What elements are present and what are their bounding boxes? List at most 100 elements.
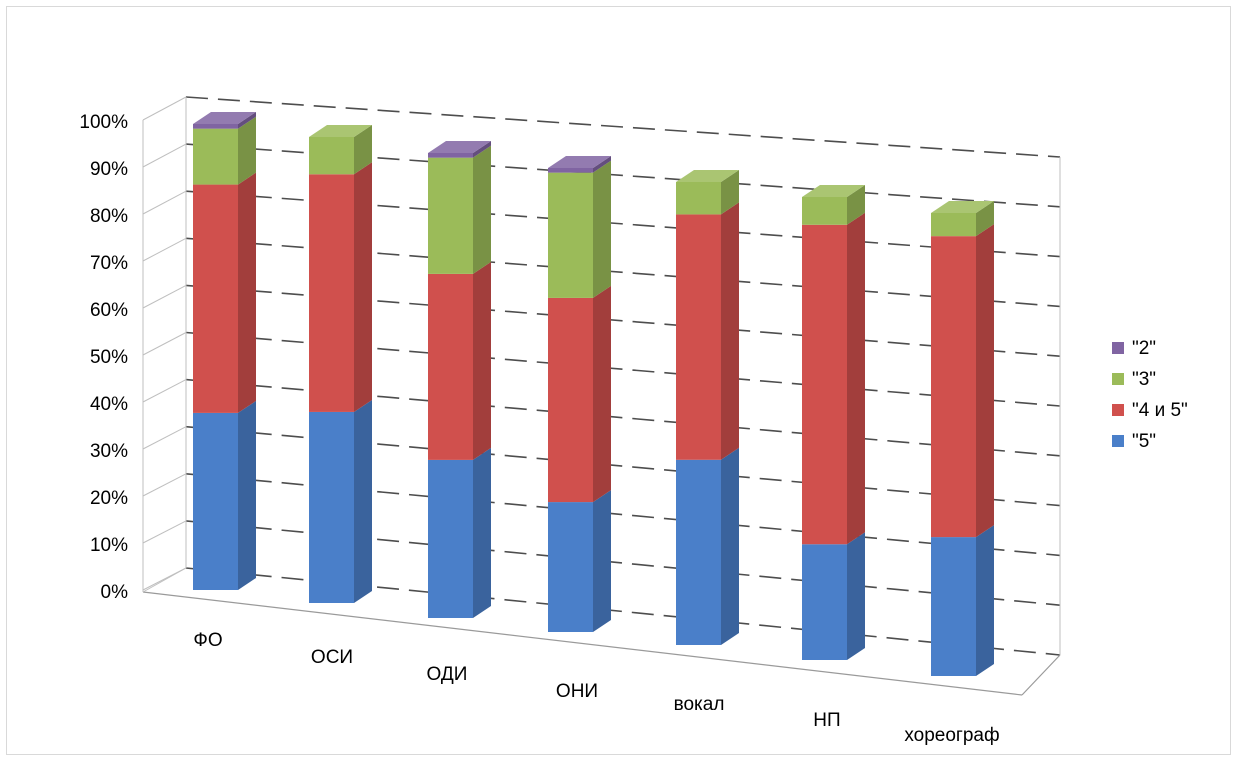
side-gridline <box>142 190 187 215</box>
legend-swatch <box>1112 435 1124 447</box>
floor-edge <box>142 591 1023 696</box>
y-tick-label: 100% <box>79 112 128 133</box>
y-tick-label: 70% <box>90 253 128 274</box>
legend-item: "5" <box>1112 431 1156 452</box>
bar-side <box>238 400 256 590</box>
bar-segment <box>309 174 354 412</box>
floor-edge-left <box>142 567 187 593</box>
bar-segment <box>931 537 976 676</box>
bar-stack <box>309 125 372 603</box>
bar-segment <box>548 297 593 503</box>
x-tick-label: хореограф <box>904 725 999 746</box>
bar-side <box>593 160 611 298</box>
legend-label: "3" <box>1132 369 1156 390</box>
bar-side <box>721 170 739 215</box>
bar-top <box>428 141 491 153</box>
bar-side <box>238 172 256 413</box>
bar-side <box>593 490 611 632</box>
y-tick-label: 40% <box>90 394 128 415</box>
bar-segment <box>548 168 593 173</box>
bar-side <box>847 185 865 225</box>
y-tick-label: 10% <box>90 535 128 556</box>
bar-segment <box>428 157 473 274</box>
side-gridline <box>142 332 187 356</box>
side-gridline <box>142 237 187 262</box>
bar-segment <box>193 128 238 185</box>
x-tick-label: ОСИ <box>311 647 353 668</box>
bar-side <box>721 202 739 460</box>
bar-side <box>847 212 865 545</box>
side-gridline <box>142 96 187 121</box>
bar-segment <box>309 137 354 175</box>
bar-top <box>676 170 739 182</box>
bar-segment <box>193 124 238 129</box>
bar-top <box>931 201 994 213</box>
bar-side <box>593 156 611 173</box>
bar-stack <box>931 201 994 676</box>
x-tick-label: вокал <box>674 694 725 715</box>
x-axis-ticks: ФО ОСИ ОДИ ОНИ вокал НП хореограф <box>193 630 999 746</box>
legend-item: "4 и 5" <box>1112 400 1188 421</box>
legend-label: "2" <box>1132 338 1156 359</box>
x-tick-label: НП <box>813 710 840 731</box>
bar-segment <box>548 172 593 298</box>
bar-segment <box>802 544 847 660</box>
y-tick-label: 20% <box>90 488 128 509</box>
y-tick-label: 50% <box>90 347 128 368</box>
bar-side <box>593 285 611 503</box>
bar-side <box>354 125 372 175</box>
bar-top <box>309 125 372 137</box>
floor-edge-right <box>1021 654 1061 696</box>
legend-swatch <box>1112 373 1124 385</box>
bar-top <box>193 112 256 124</box>
side-gridline <box>142 143 187 168</box>
x-tick-label: ОНИ <box>556 681 598 702</box>
y-tick-label: 90% <box>90 159 128 180</box>
legend: "2" "3" "4 и 5" "5" <box>1112 338 1188 452</box>
bar-stack <box>193 112 256 590</box>
bar-segment <box>931 213 976 237</box>
y-tick-label: 30% <box>90 441 128 462</box>
y-axis-ticks: 0% 10% 20% 30% 40% 50% 60% 70% 80% 90% 100% <box>79 112 128 603</box>
bar-segment <box>676 214 721 460</box>
bar-side <box>473 261 491 460</box>
bar-segment <box>428 153 473 158</box>
bar-segment <box>548 502 593 632</box>
y-tick-label: 60% <box>90 300 128 321</box>
bar-segment <box>428 273 473 460</box>
legend-label: "5" <box>1132 431 1156 452</box>
legend-item: "3" <box>1112 369 1156 390</box>
side-gridline <box>142 473 187 497</box>
y-tick-label: 80% <box>90 206 128 227</box>
side-gridline <box>142 284 187 309</box>
y-tick-label: 0% <box>101 582 129 603</box>
bar-top <box>548 156 611 168</box>
bar-side <box>238 112 256 129</box>
bar-side <box>473 447 491 618</box>
x-tick-label: ОДИ <box>427 664 468 685</box>
bar-segment <box>802 224 847 545</box>
legend-label: "4 и 5" <box>1132 400 1188 421</box>
bar-stack <box>428 141 491 618</box>
bar-top <box>802 185 865 197</box>
legend-swatch <box>1112 404 1124 416</box>
bar-side <box>354 162 372 412</box>
bar-stack <box>676 170 739 645</box>
bar-side <box>473 141 491 158</box>
side-gridline <box>142 426 187 450</box>
bar-segment <box>428 459 473 618</box>
bar-side <box>976 525 994 676</box>
bar-stack <box>548 156 611 632</box>
bar-segment <box>193 412 238 590</box>
bar-side <box>354 399 372 603</box>
bar-side <box>473 145 491 274</box>
side-gridline <box>142 520 187 544</box>
side-gridline <box>142 379 187 403</box>
bar-segment <box>676 182 721 215</box>
bar-side <box>238 116 256 185</box>
bar-segment <box>931 236 976 538</box>
bar-side <box>976 224 994 538</box>
legend-item: "2" <box>1112 338 1156 359</box>
legend-swatch <box>1112 342 1124 354</box>
